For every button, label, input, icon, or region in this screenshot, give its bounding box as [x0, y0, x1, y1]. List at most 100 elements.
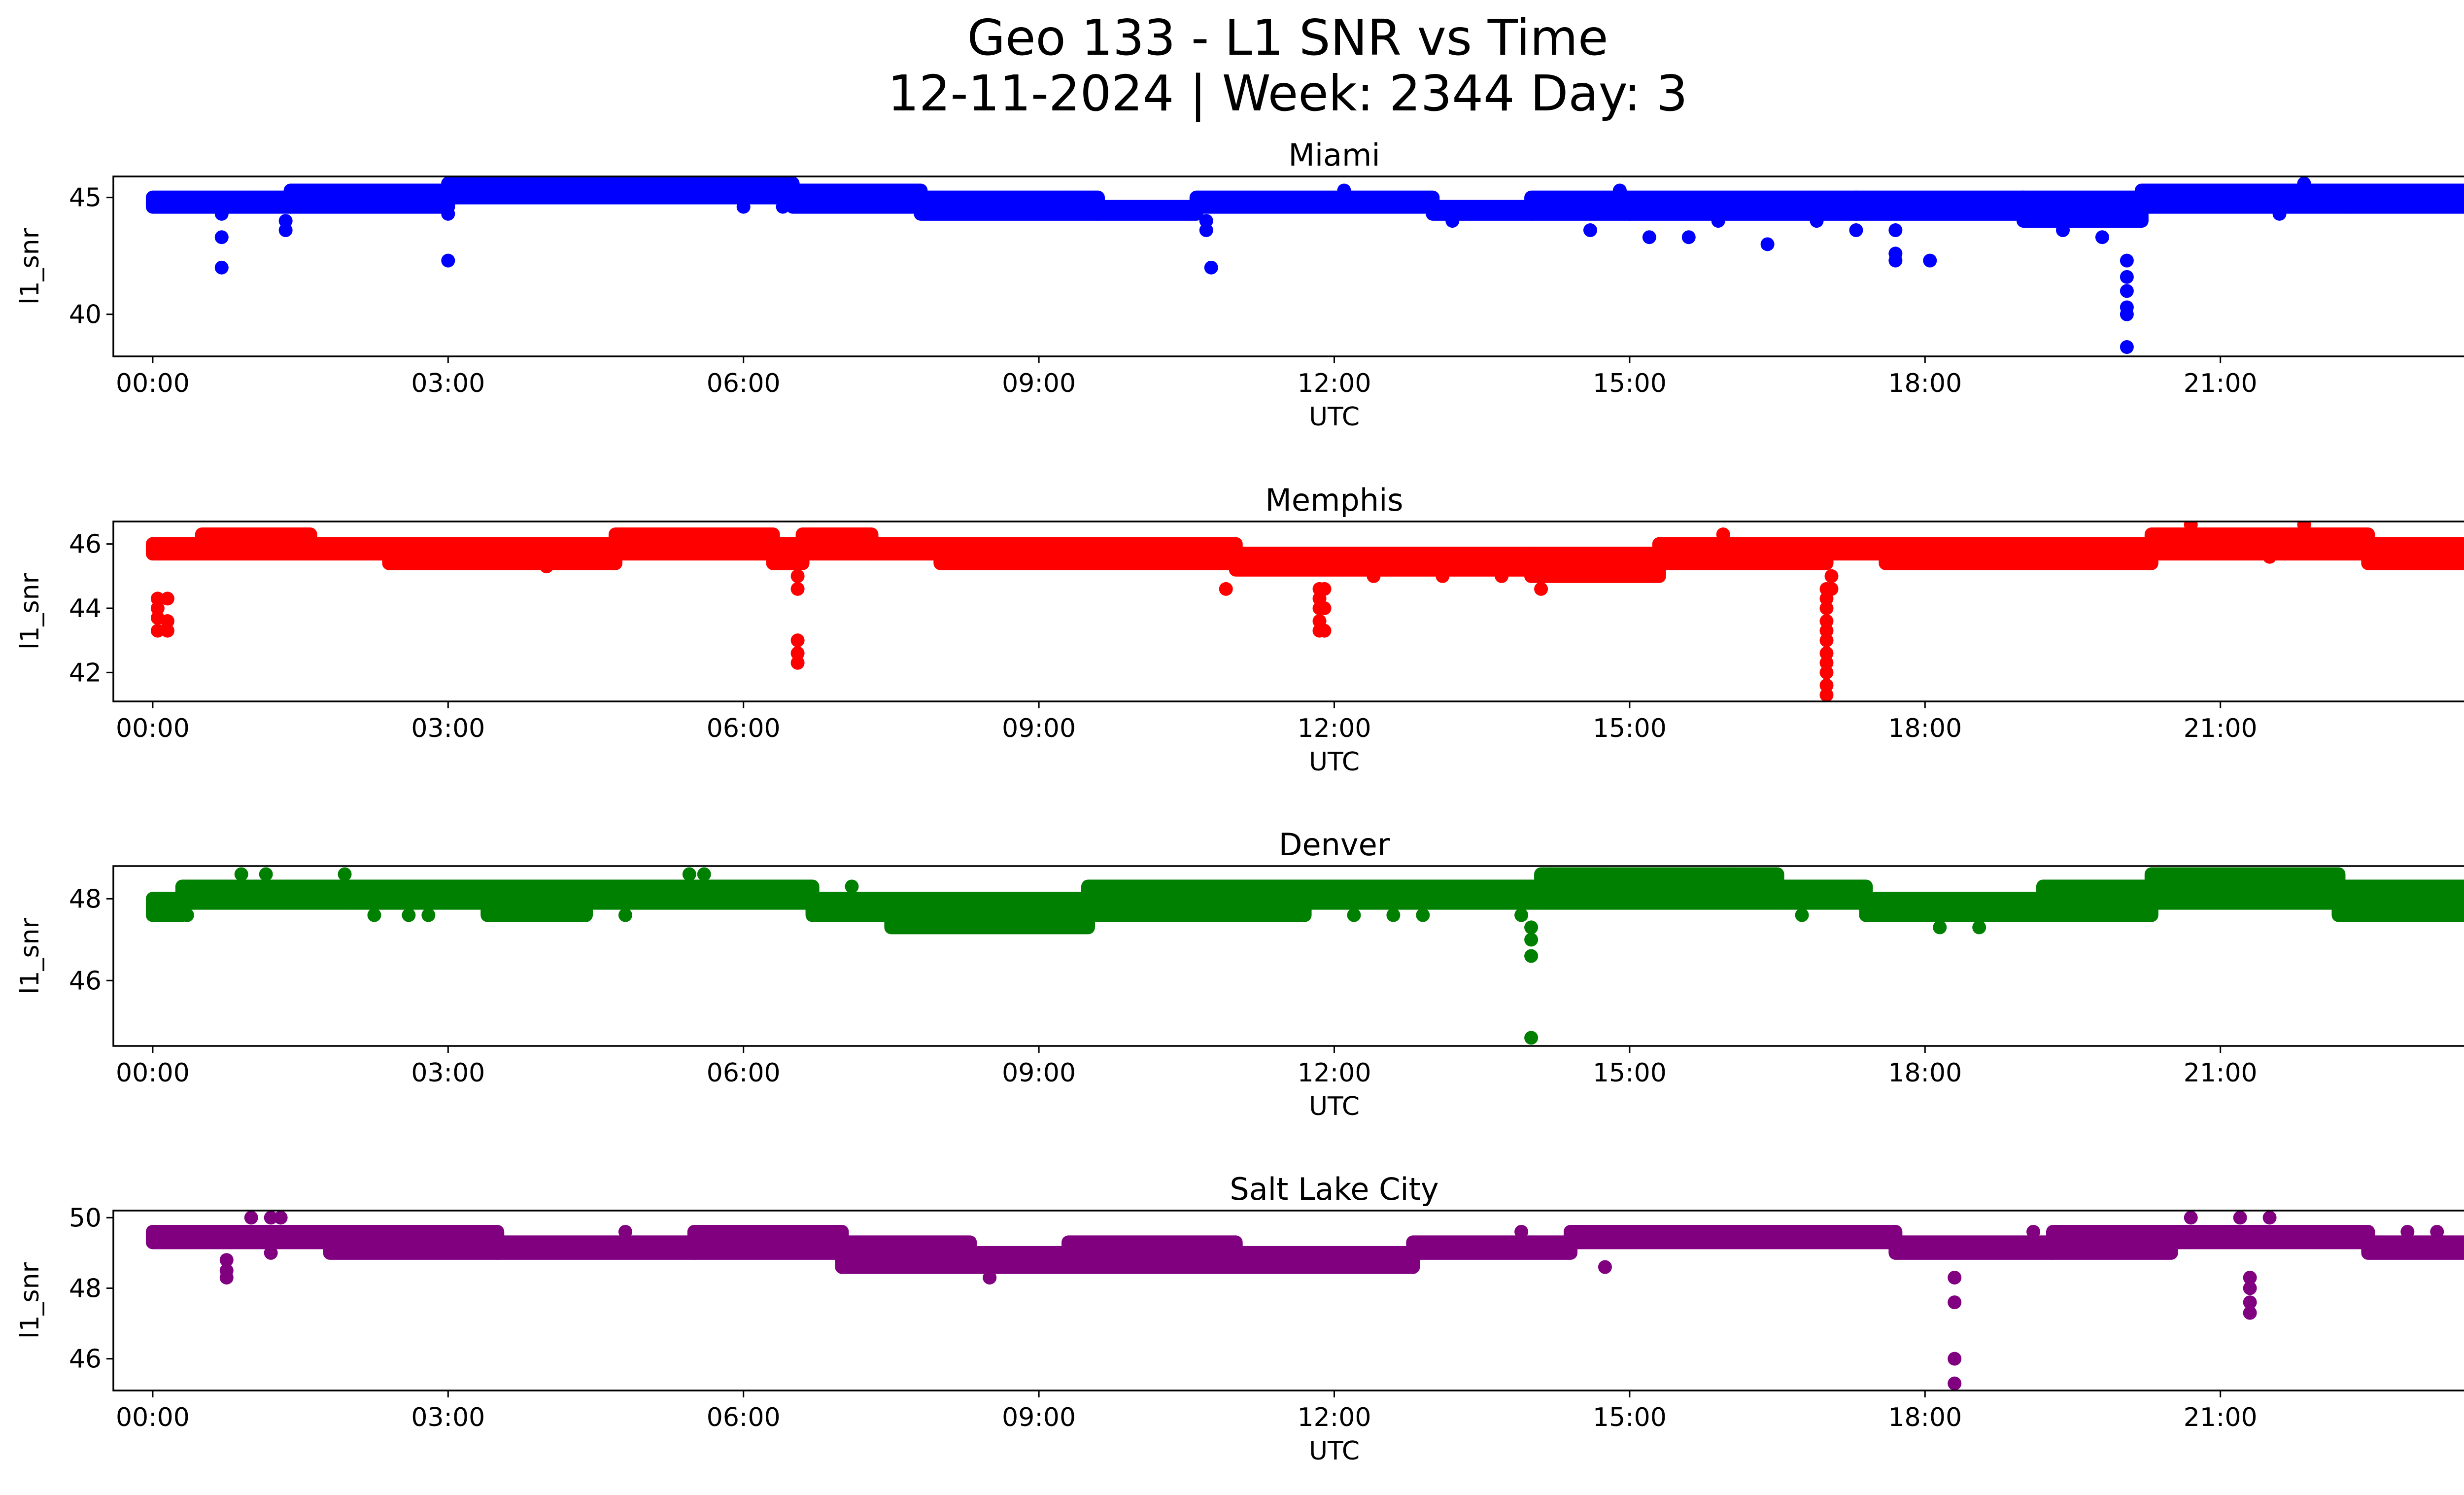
denver-data-band: [2036, 879, 2158, 922]
memphis-series: [145, 522, 2464, 701]
denver-data-point: [1524, 949, 1539, 963]
denver-data-point: [160, 908, 174, 922]
miami-data-band: [2341, 183, 2464, 214]
memphis-data-point: [540, 559, 554, 574]
salt-lake-city-x-tick-label: 00:00: [116, 1403, 190, 1432]
miami-x-axis-label: UTC: [1309, 402, 1360, 432]
salt-lake-city-subplot: Salt Lake City 00:00 03:00 06:00 09:00 12:00 1…: [15, 1171, 2464, 1466]
denver-data-point: [1972, 920, 1986, 935]
denver-data-point: [2036, 879, 2051, 894]
salt-lake-city-data-point: [983, 1270, 997, 1285]
denver-data-point: [367, 908, 381, 922]
salt-lake-city-data-point: [2262, 1211, 2277, 1225]
denver-data-point: [1199, 908, 1213, 922]
memphis-data-point: [1819, 614, 1834, 628]
salt-lake-city-data-point: [274, 1211, 288, 1225]
salt-lake-city-data-point: [2233, 1211, 2247, 1225]
salt-lake-city-x-tick-label: 18:00: [1888, 1403, 1962, 1432]
memphis-data-band: [795, 527, 879, 561]
miami-data-point: [2120, 340, 2134, 354]
salt-lake-city-data-point: [2430, 1224, 2444, 1239]
memphis-data-point: [150, 591, 165, 606]
memphis-data-point: [1977, 556, 1991, 570]
miami-data-point: [214, 230, 229, 244]
memphis-x-tick-label: 21:00: [2184, 714, 2258, 743]
denver-data-point: [845, 879, 859, 894]
denver-data-point: [1514, 908, 1529, 922]
memphis-title: Memphis: [1265, 482, 1403, 518]
salt-lake-city-x-tick-label: 09:00: [1002, 1403, 1076, 1432]
denver-series: [145, 867, 2464, 1045]
denver-data-band: [2144, 867, 2346, 910]
miami-data-point: [214, 207, 229, 221]
salt-lake-city-data-band: [323, 1224, 505, 1260]
memphis-data-point: [1317, 624, 1332, 638]
salt-lake-city-data-point: [264, 1211, 278, 1225]
miami-data-point: [214, 260, 229, 275]
memphis-data-point: [1367, 569, 1381, 583]
memphis-data-point: [1603, 569, 1617, 583]
miami-data-point: [1849, 223, 1863, 238]
memphis-data-band: [933, 537, 1046, 570]
miami-data-point: [1760, 237, 1775, 251]
memphis-data-point: [790, 646, 805, 661]
denver-data-point: [1795, 908, 1809, 922]
memphis-data-band: [1524, 547, 1666, 583]
miami-data-band: [441, 176, 800, 205]
denver-data-band: [1534, 867, 1784, 910]
denver-x-tick-label: 09:00: [1002, 1058, 1076, 1088]
miami-data-point: [2120, 284, 2134, 298]
denver-data-point: [1544, 867, 1558, 881]
memphis-data-point: [1819, 646, 1834, 661]
denver-data-band: [884, 892, 1095, 935]
denver-data-point: [1416, 908, 1430, 922]
miami-data-point: [2120, 307, 2134, 321]
memphis-data-point: [1317, 582, 1332, 596]
miami-data-point: [1923, 253, 1937, 268]
miami-data-point: [1204, 260, 1218, 275]
salt-lake-city-x-tick-label: 15:00: [1593, 1403, 1667, 1432]
memphis-data-point: [1819, 656, 1834, 670]
salt-lake-city-data-band: [2164, 1224, 2375, 1250]
memphis-data-band: [1819, 537, 1893, 561]
salt-lake-city-data-point: [1948, 1295, 1962, 1310]
miami-data-point: [1337, 183, 1351, 198]
memphis-data-point: [1317, 601, 1332, 615]
salt-lake-city-data-band: [1061, 1235, 1243, 1274]
miami-x-tick-label: 06:00: [707, 369, 781, 398]
denver-data-point: [1524, 1031, 1539, 1045]
salt-lake-city-data-point: [1948, 1352, 1962, 1366]
miami-x-tick-label: 09:00: [1002, 369, 1076, 398]
salt-lake-city-y-tick-label: 46: [69, 1345, 102, 1374]
memphis-data-point: [790, 656, 805, 670]
memphis-data-band: [2065, 537, 2158, 570]
miami-data-point: [855, 183, 869, 198]
memphis-data-point: [1819, 633, 1834, 648]
memphis-data-point: [160, 591, 174, 606]
memphis-data-band: [1032, 537, 1243, 570]
denver-data-point: [1485, 892, 1499, 906]
memphis-data-point: [1716, 527, 1730, 542]
memphis-data-point: [1824, 569, 1839, 583]
miami-data-band: [2017, 190, 2149, 228]
denver-data-point: [1347, 908, 1361, 922]
salt-lake-city-data-band: [1564, 1224, 1903, 1250]
denver-data-point: [1524, 933, 1539, 947]
memphis-data-point: [2410, 556, 2425, 570]
miami-data-point: [441, 253, 455, 268]
memphis-data-point: [1819, 601, 1834, 615]
denver-x-tick-label: 03:00: [411, 1058, 485, 1088]
salt-lake-city-series: [145, 1211, 2464, 1391]
salt-lake-city-data-band: [1888, 1235, 2060, 1260]
salt-lake-city-data-point: [264, 1246, 278, 1260]
miami-data-point: [1711, 214, 1725, 228]
salt-lake-city-data-point: [2243, 1270, 2257, 1285]
salt-lake-city-data-band: [963, 1246, 1076, 1274]
memphis-x-tick-label: 06:00: [707, 714, 781, 743]
memphis-y-tick-label: 42: [69, 658, 102, 688]
denver-data-point: [1386, 908, 1401, 922]
memphis-data-point: [1564, 569, 1578, 583]
memphis-data-point: [160, 614, 174, 628]
miami-data-point: [1810, 214, 1824, 228]
